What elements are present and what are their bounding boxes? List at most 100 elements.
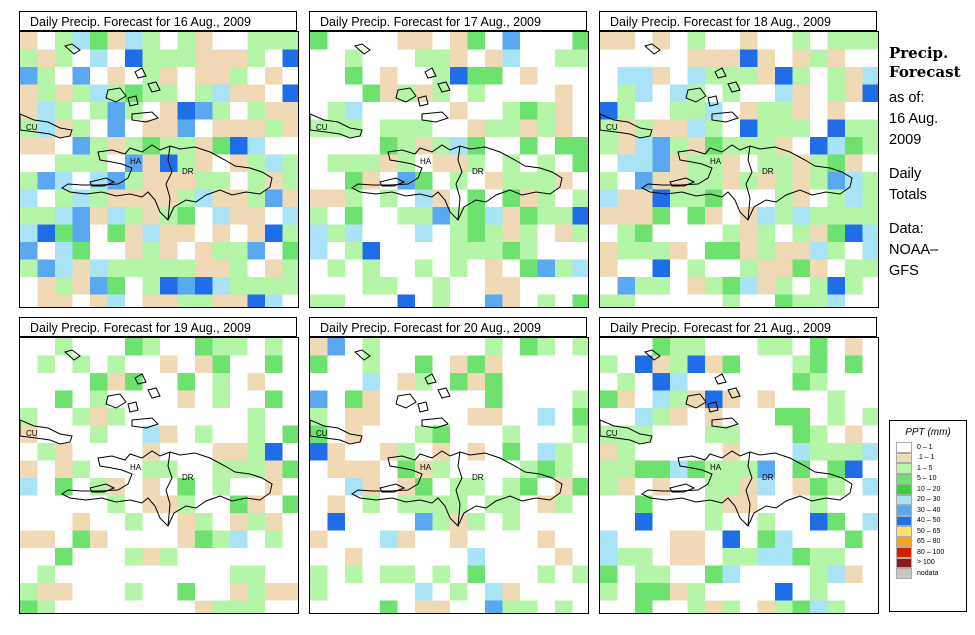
precip-cell — [635, 460, 653, 479]
precip-cell — [20, 172, 38, 190]
precip-cell — [485, 277, 503, 295]
precip-cell — [345, 460, 363, 479]
precip-cell — [670, 390, 688, 409]
precip-cell — [450, 408, 468, 426]
precip-cell — [635, 355, 653, 374]
precip-cell — [362, 478, 381, 496]
precip-cell — [502, 207, 521, 225]
precip-cell — [107, 513, 126, 531]
precip-cell — [792, 32, 811, 50]
precip-cell — [810, 84, 828, 103]
precip-cell — [247, 390, 266, 409]
precip-cell — [520, 224, 538, 243]
precip-cell — [757, 408, 776, 426]
precip-cell — [705, 119, 723, 138]
precip-cell — [775, 277, 793, 295]
precip-cell — [600, 172, 618, 190]
precip-cell — [845, 478, 863, 496]
precip-cell — [555, 137, 573, 155]
precip-cell — [380, 565, 398, 584]
precip-cell — [722, 49, 741, 68]
precip-map: CU HA DR — [599, 337, 879, 614]
precip-cell — [635, 259, 653, 278]
precip-cell — [345, 495, 363, 514]
precip-cell — [740, 224, 758, 243]
precip-cell — [670, 495, 688, 514]
precip-cell — [635, 513, 653, 531]
precip-cell — [230, 32, 248, 50]
precip-cell — [380, 67, 398, 85]
precip-cell — [125, 460, 143, 479]
precip-cell — [740, 189, 758, 208]
precip-cell — [397, 600, 416, 613]
precip-cell — [397, 67, 416, 85]
precip-cell — [177, 172, 196, 190]
precip-cell — [72, 119, 91, 138]
precip-cell — [432, 84, 451, 103]
precip-cell — [142, 119, 161, 138]
legend-label: .1 – 1 — [917, 454, 935, 462]
precip-cell — [792, 102, 811, 120]
precip-cell — [502, 338, 521, 356]
precip-cell — [90, 530, 108, 549]
precip-cell — [125, 189, 143, 208]
precip-cell — [670, 154, 688, 173]
precip-cell — [652, 259, 671, 278]
precip-cell — [617, 172, 636, 190]
precip-cell — [90, 294, 108, 307]
precip-cell — [72, 294, 91, 307]
precip-cell — [230, 355, 248, 374]
precip-cell — [775, 565, 793, 584]
precip-cell — [810, 224, 828, 243]
legend-swatch — [896, 557, 912, 568]
precip-cell — [432, 277, 451, 295]
precip-cell — [37, 172, 56, 190]
precip-cell — [845, 189, 863, 208]
precip-cell — [327, 513, 346, 531]
precip-cell — [600, 478, 618, 496]
precip-cell — [845, 355, 863, 374]
precip-cell — [537, 32, 556, 50]
precip-cell — [212, 338, 231, 356]
precip-cell — [247, 189, 266, 208]
precip-cell — [670, 242, 688, 260]
precip-cell — [415, 600, 433, 613]
precip-cell — [520, 294, 538, 307]
precip-cell — [247, 460, 266, 479]
precip-cell — [345, 242, 363, 260]
precip-cell — [757, 102, 776, 120]
precip-cell — [310, 548, 328, 566]
precip-cell — [775, 530, 793, 549]
precip-cell — [705, 67, 723, 85]
precip-cell — [397, 189, 416, 208]
precip-cell — [327, 565, 346, 584]
precip-cell — [160, 600, 178, 613]
precip-cell — [757, 49, 776, 68]
precip-cell — [55, 67, 73, 85]
precip-cell — [177, 294, 196, 307]
precip-cell — [810, 565, 828, 584]
precip-cell — [652, 408, 671, 426]
legend-label: 20 – 30 — [917, 496, 941, 504]
precip-cell — [230, 530, 248, 549]
precip-cell — [617, 338, 636, 356]
precip-cell — [90, 408, 108, 426]
precip-cell — [757, 373, 776, 391]
precip-cell — [362, 242, 381, 260]
precip-cell — [450, 84, 468, 103]
precip-cell — [502, 172, 521, 190]
precip-cell — [247, 277, 266, 295]
sidebar-title-line1: Precip. — [889, 44, 949, 62]
precip-cell — [432, 478, 451, 496]
precip-cell — [537, 425, 556, 444]
precip-cell — [282, 530, 298, 549]
precip-cell — [635, 548, 653, 566]
precip-cell — [827, 49, 846, 68]
precip-cell — [415, 338, 433, 356]
precip-cell — [230, 207, 248, 225]
precip-cell — [810, 49, 828, 68]
precip-cell — [845, 548, 863, 566]
precip-cell — [72, 390, 91, 409]
precip-cell — [212, 137, 231, 155]
